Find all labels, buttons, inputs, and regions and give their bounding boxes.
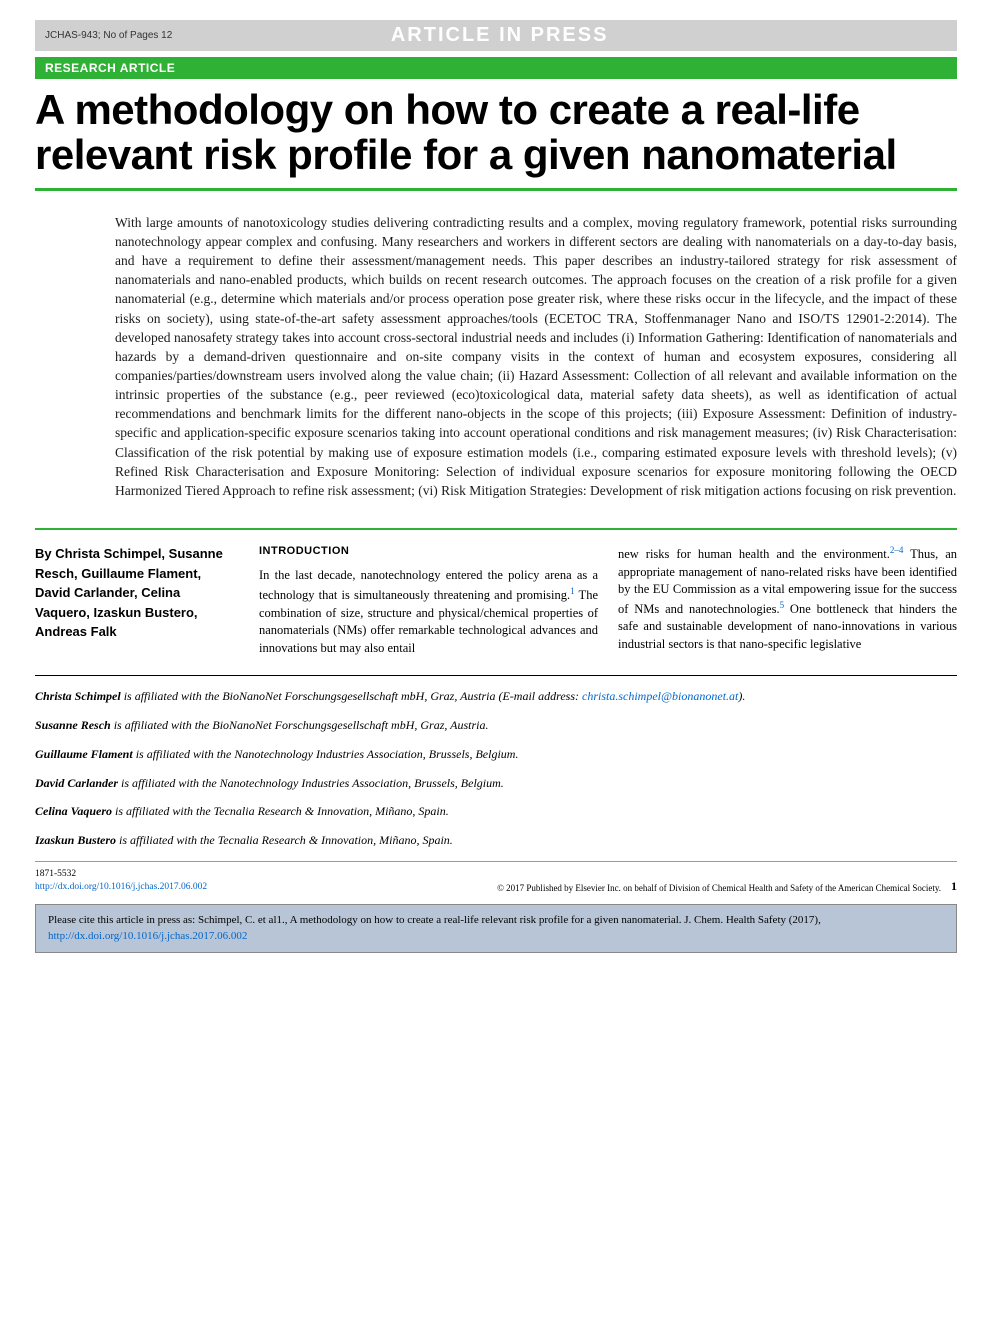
top-bar: JCHAS-943; No of Pages 12 ARTICLE IN PRE…	[35, 20, 957, 51]
intro-text-1a: In the last decade, nanotechnology enter…	[259, 568, 598, 602]
affiliation-row: Susanne Resch is affiliated with the Bio…	[35, 717, 957, 734]
affil-text-4: is affiliated with the Tecnalia Research…	[112, 804, 449, 818]
citation-ref-2[interactable]: 2–4	[890, 545, 904, 555]
affil-name-4: Celina Vaquero	[35, 804, 112, 818]
footer-left: 1871-5532 http://dx.doi.org/10.1016/j.jc…	[35, 868, 207, 895]
intro-column-1: INTRODUCTION In the last decade, nanotec…	[259, 544, 598, 657]
affiliation-row: Izaskun Bustero is affiliated with the T…	[35, 832, 957, 849]
content-columns: INTRODUCTION In the last decade, nanotec…	[259, 544, 957, 657]
affil-text-5: is affiliated with the Tecnalia Research…	[116, 833, 453, 847]
body-section: By Christa Schimpel, Susanne Resch, Guil…	[35, 544, 957, 657]
in-press-banner: ARTICLE IN PRESS	[391, 24, 609, 47]
affil-text-2: is affiliated with the Nanotechnology In…	[133, 747, 519, 761]
authors-column: By Christa Schimpel, Susanne Resch, Guil…	[35, 544, 235, 657]
affil-text-1: is affiliated with the BioNanoNet Forsch…	[111, 718, 489, 732]
affiliation-row: Celina Vaquero is affiliated with the Te…	[35, 803, 957, 820]
affil-name-3: David Carlander	[35, 776, 118, 790]
footer-row: 1871-5532 http://dx.doi.org/10.1016/j.jc…	[35, 861, 957, 895]
article-title: A methodology on how to create a real-li…	[35, 87, 957, 178]
affiliations-block: Christa Schimpel is affiliated with the …	[35, 688, 957, 849]
copyright-text: © 2017 Published by Elsevier Inc. on beh…	[207, 883, 951, 895]
affil-name-5: Izaskun Bustero	[35, 833, 116, 847]
intro-para-2: new risks for human health and the envir…	[618, 544, 957, 653]
citation-box: Please cite this article in press as: Sc…	[35, 904, 957, 953]
affil-text-0: is affiliated with the BioNanoNet Forsch…	[121, 689, 582, 703]
citation-doi-link[interactable]: http://dx.doi.org/10.1016/j.jchas.2017.0…	[48, 930, 247, 942]
affil-tail-0: ).	[738, 689, 745, 703]
intro-heading: INTRODUCTION	[259, 544, 598, 559]
divider-black	[35, 675, 957, 676]
document-id: JCHAS-943; No of Pages 12	[45, 30, 172, 41]
intro-para-1: In the last decade, nanotechnology enter…	[259, 567, 598, 657]
affiliation-row: David Carlander is affiliated with the N…	[35, 775, 957, 792]
divider-green	[35, 188, 957, 191]
by-label: By	[35, 546, 55, 561]
authors-list: Christa Schimpel, Susanne Resch, Guillau…	[35, 546, 223, 639]
intro-column-2: new risks for human health and the envir…	[618, 544, 957, 657]
doi-link[interactable]: http://dx.doi.org/10.1016/j.jchas.2017.0…	[35, 882, 207, 892]
affiliation-row: Christa Schimpel is affiliated with the …	[35, 688, 957, 705]
category-label: RESEARCH ARTICLE	[35, 57, 957, 79]
issn: 1871-5532	[35, 868, 207, 881]
affiliation-row: Guillaume Flament is affiliated with the…	[35, 746, 957, 763]
intro-text-2a: new risks for human health and the envir…	[618, 547, 890, 561]
affil-name-0: Christa Schimpel	[35, 689, 121, 703]
affil-email-link[interactable]: christa.schimpel@bionanonet.at	[582, 689, 738, 703]
divider-green-thin	[35, 528, 957, 530]
affil-name-2: Guillaume Flament	[35, 747, 133, 761]
citation-text: Please cite this article in press as: Sc…	[48, 914, 821, 926]
affil-name-1: Susanne Resch	[35, 718, 111, 732]
page-number: 1	[951, 879, 957, 894]
affil-text-3: is affiliated with the Nanotechnology In…	[118, 776, 504, 790]
abstract-text: With large amounts of nanotoxicology stu…	[35, 199, 957, 514]
